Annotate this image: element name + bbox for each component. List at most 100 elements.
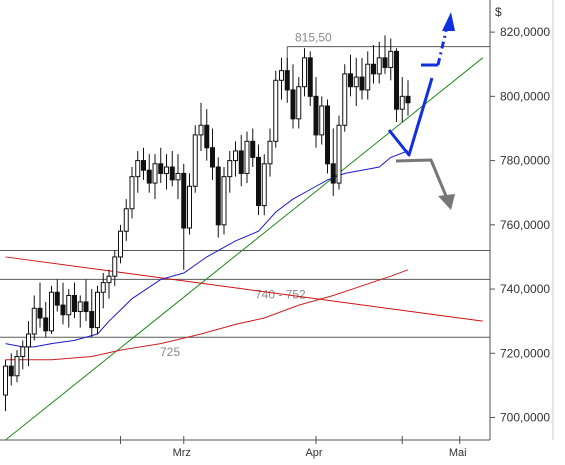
candle-body [388, 50, 394, 68]
candle-body [359, 76, 365, 91]
candle [8, 353, 14, 386]
candle [365, 51, 371, 100]
candle-body [313, 95, 319, 136]
candle [164, 154, 169, 190]
candle [54, 279, 60, 312]
candle [198, 102, 204, 151]
y-tick-label: 700,0000 [500, 411, 550, 425]
candle [118, 224, 123, 264]
candle [284, 57, 290, 103]
candle-body [146, 169, 152, 184]
candle-body [261, 163, 267, 207]
candle [394, 48, 399, 123]
candle-body [371, 63, 376, 75]
candle [238, 134, 244, 187]
candle-body [106, 275, 112, 284]
moving-average-line [5, 269, 409, 361]
candle [307, 51, 313, 106]
candle [359, 57, 365, 100]
candle-body [26, 333, 31, 348]
candle [210, 128, 215, 180]
candle-body [365, 63, 371, 91]
candle [204, 109, 210, 161]
candle [66, 289, 72, 328]
candle [83, 279, 89, 322]
blue-arrow-path [387, 77, 434, 157]
candle [313, 77, 319, 148]
candle [399, 77, 405, 123]
candle [273, 70, 279, 148]
candle [49, 285, 54, 335]
candle-body [296, 86, 302, 120]
candle-body [198, 124, 204, 136]
y-tick-label: 800,0000 [500, 89, 550, 103]
candle-body [152, 163, 158, 184]
trendline [5, 57, 484, 440]
candle-body [89, 311, 95, 329]
candle [95, 285, 100, 335]
candle-body [37, 307, 43, 319]
candle-body [112, 256, 118, 277]
candle [20, 340, 26, 370]
candle-body [54, 291, 60, 306]
candle [3, 359, 8, 412]
y-tick-label: 760,0000 [500, 218, 550, 232]
candle [267, 128, 273, 177]
candle-body [376, 57, 382, 75]
candle-body [256, 156, 261, 207]
candle-body [158, 163, 164, 174]
trendline [5, 256, 483, 322]
candle [192, 125, 198, 193]
candle [100, 272, 106, 309]
candle-body [348, 73, 353, 88]
y-tick-label: 820,0000 [500, 25, 550, 39]
candle-body [302, 57, 307, 88]
candle-body [14, 355, 20, 377]
blue-arrow-dashed [436, 30, 448, 66]
x-axis: Mrz Apr Mai [120, 436, 467, 459]
candle-body [175, 172, 181, 181]
candle [325, 99, 330, 174]
candle [382, 35, 388, 74]
candle-body [405, 95, 411, 104]
candle [256, 144, 261, 216]
candle-body [77, 301, 83, 313]
candle-body [192, 134, 198, 187]
candle [376, 41, 382, 84]
candle-body [325, 105, 330, 165]
candle-body [135, 160, 141, 178]
candle-body [284, 70, 290, 91]
candle [353, 57, 359, 106]
candle [158, 147, 164, 184]
candle-body [72, 294, 77, 313]
candle [72, 282, 77, 318]
candle-body [215, 166, 221, 226]
moving-average-line [5, 150, 409, 348]
candle-body [319, 105, 325, 136]
candle-body [394, 50, 399, 110]
level-label: 815,50 [295, 31, 332, 45]
x-tick-label: Mrz [173, 447, 191, 459]
candle-body [181, 172, 187, 229]
candle [261, 154, 267, 216]
candle [221, 167, 227, 235]
candle [244, 131, 250, 184]
candle [302, 48, 307, 97]
candle-body [279, 70, 284, 81]
candle [279, 57, 284, 100]
candle [233, 141, 238, 177]
lines-layer [5, 57, 484, 440]
candle-body [60, 304, 66, 316]
candle-body [169, 166, 175, 181]
candle-body [290, 89, 296, 120]
candle [135, 150, 141, 193]
arrows-layer [387, 12, 455, 210]
candle-body [382, 57, 388, 68]
blue-arrow-head [442, 12, 455, 31]
candle [181, 163, 187, 270]
y-axis: 700,0000 720,0000 740,0000 760,0000 780,0000… [490, 25, 550, 425]
candle [77, 295, 83, 328]
x-tick-label: Apr [305, 447, 322, 459]
candle [336, 115, 342, 190]
candle [169, 150, 175, 187]
